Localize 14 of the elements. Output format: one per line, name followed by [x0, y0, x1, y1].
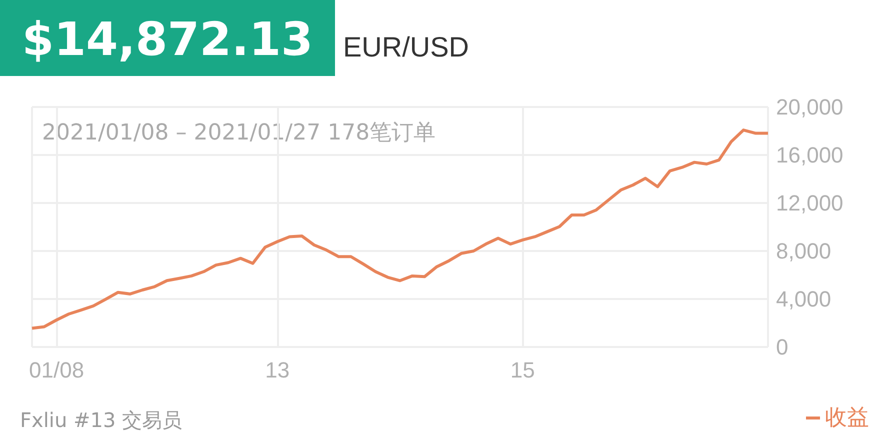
x-tick-label: 15 [510, 358, 535, 382]
x-tick-label: 01/08 [29, 358, 84, 382]
text: Fxliu #13 交易员 [20, 408, 182, 432]
y-tick-label: 8,000 [776, 238, 832, 264]
y-tick-label: 16,000 [776, 142, 844, 168]
y-tick-label: 4,000 [776, 286, 832, 312]
legend-label: 收益 [825, 406, 869, 430]
y-tick-label: 0 [776, 334, 788, 360]
annotation: 2021/01/08 – 2021/01/27 178笔订单 [42, 120, 436, 146]
x-tick-label: 13 [265, 358, 290, 382]
chart-title: $14,872.13 [22, 12, 314, 66]
y-tick-label: 20,000 [776, 94, 844, 120]
y-tick-label: 12,000 [776, 190, 844, 216]
chart-subtitle: EUR/USD [343, 32, 470, 62]
